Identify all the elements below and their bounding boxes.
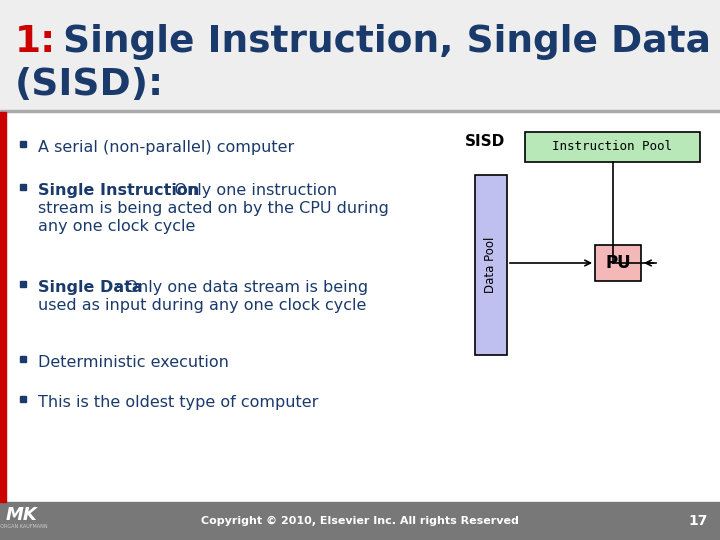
- Text: Single Instruction, Single Data: Single Instruction, Single Data: [50, 24, 711, 60]
- Text: (SISD):: (SISD):: [15, 67, 164, 103]
- Bar: [475, 175, 507, 355]
- Text: Instruction Pool: Instruction Pool: [552, 140, 672, 153]
- Bar: [20, 356, 26, 362]
- Text: : Only one instruction: : Only one instruction: [164, 183, 337, 198]
- Bar: [20, 141, 26, 147]
- Bar: [0, 112, 6, 502]
- Bar: [20, 281, 26, 287]
- Bar: [20, 396, 26, 402]
- Text: 1:: 1:: [15, 24, 56, 60]
- Text: A serial (non-parallel) computer: A serial (non-parallel) computer: [38, 140, 294, 155]
- Text: any one clock cycle: any one clock cycle: [38, 219, 195, 234]
- Text: : Only one data stream is being: : Only one data stream is being: [115, 280, 368, 295]
- Bar: [0, 0, 720, 112]
- Bar: [525, 132, 700, 162]
- Text: SISD: SISD: [465, 134, 505, 150]
- Text: MORGAN KAUFMANN: MORGAN KAUFMANN: [0, 523, 48, 529]
- Text: PU: PU: [606, 254, 631, 272]
- Text: stream is being acted on by the CPU during: stream is being acted on by the CPU duri…: [38, 201, 389, 216]
- Text: Copyright © 2010, Elsevier Inc. All rights Reserved: Copyright © 2010, Elsevier Inc. All righ…: [201, 516, 519, 526]
- Bar: [0, 502, 720, 540]
- Text: Single Instruction: Single Instruction: [38, 183, 199, 198]
- Bar: [20, 184, 26, 190]
- Text: 17: 17: [688, 514, 708, 528]
- Text: This is the oldest type of computer: This is the oldest type of computer: [38, 395, 318, 410]
- Text: MK: MK: [6, 506, 38, 524]
- Text: Deterministic execution: Deterministic execution: [38, 355, 229, 370]
- Text: Single Data: Single Data: [38, 280, 143, 295]
- Bar: [0, 110, 720, 112]
- Text: Data Pool: Data Pool: [485, 237, 498, 293]
- Bar: [595, 245, 641, 281]
- Text: used as input during any one clock cycle: used as input during any one clock cycle: [38, 298, 366, 313]
